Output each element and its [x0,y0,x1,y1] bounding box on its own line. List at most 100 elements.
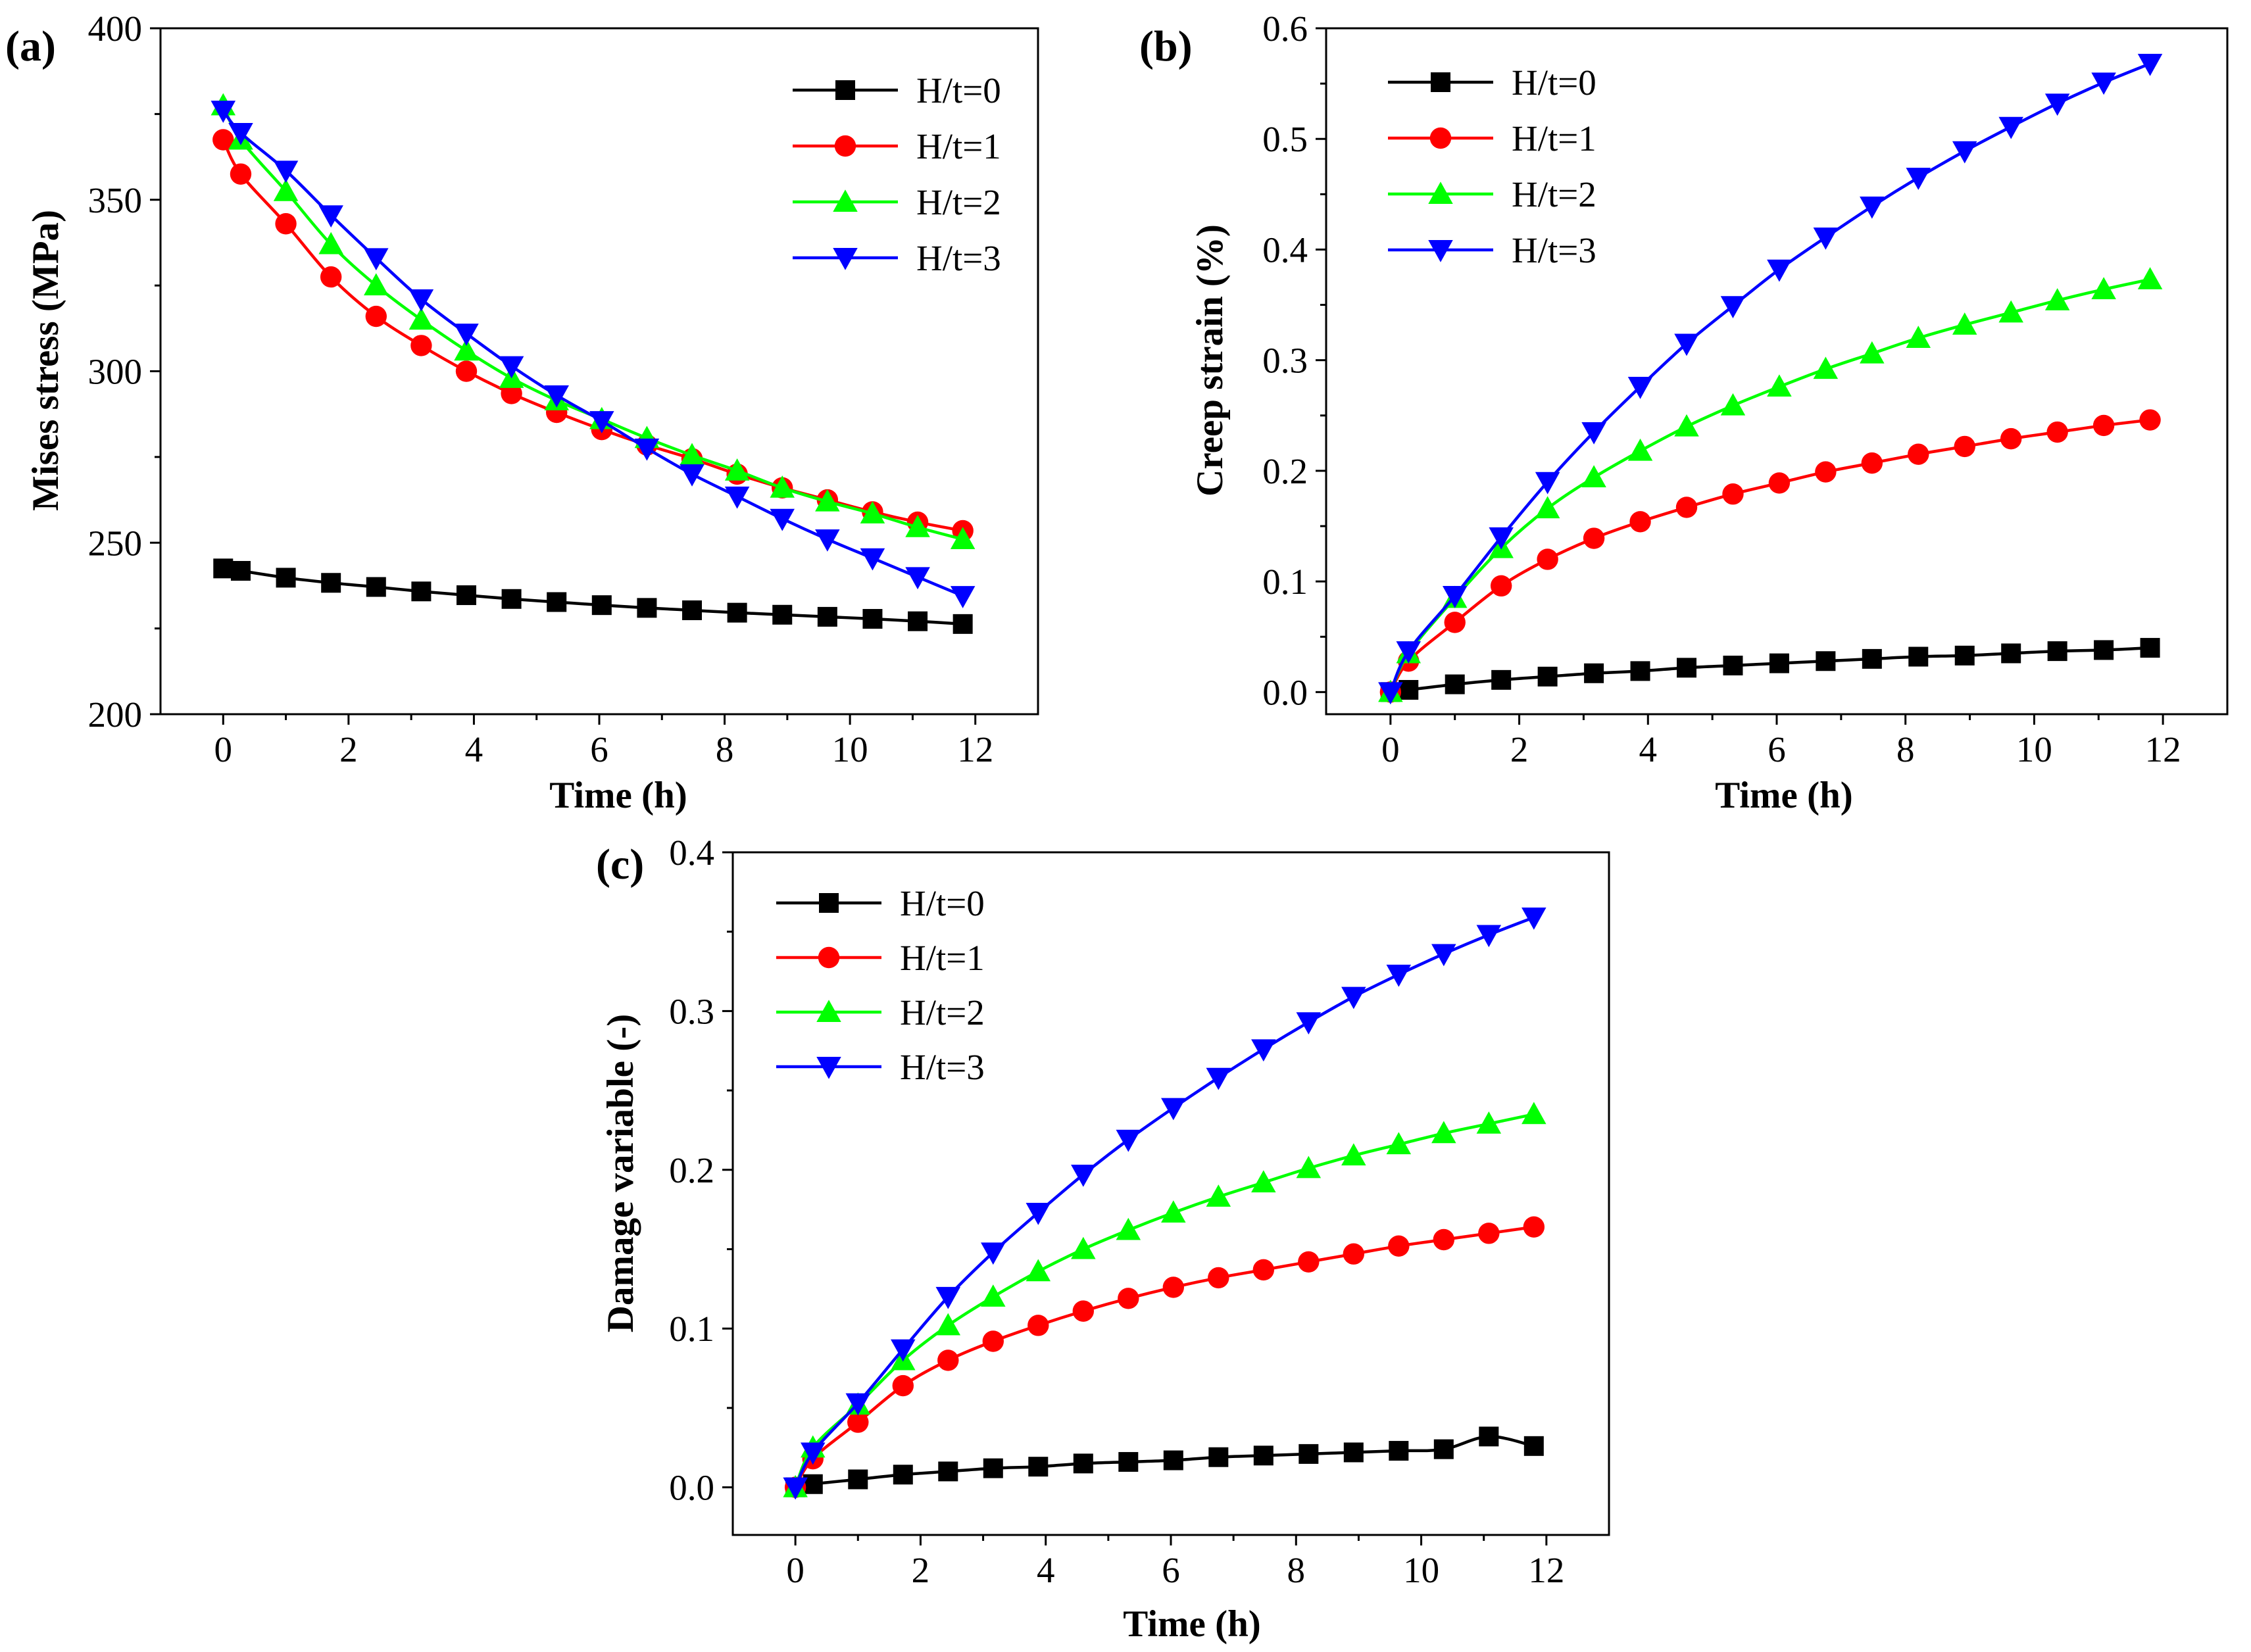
panel-c-data-point [1521,907,1546,930]
panel-a-data-point [456,585,476,606]
panel-a-data-point [547,592,567,612]
panel-c-legend-marker [816,1000,841,1022]
panel-b-data-point [1813,356,1839,379]
panel-c-data-point [1433,1439,1454,1459]
panel-b-series-3 [1378,53,2163,705]
panel-a-legend-marker [833,189,858,212]
panel-a-data-point [321,573,341,593]
panel-a-data-point [213,558,234,579]
panel-a-data-point [273,178,299,201]
panel-a-data-point [952,614,973,634]
panel-c-y-tick-label: 0.2 [669,1150,714,1190]
panel-a-data-point [275,213,297,235]
panel-c-data-point [1431,944,1456,967]
panel-b-y-axis-title: Creep strain (%) [1189,224,1231,497]
panel-c-legend-marker [818,946,840,969]
panel-c-data-point [891,1339,916,1362]
panel-c-series-3 [783,907,1546,1500]
panel-c-data-point [1161,1098,1186,1121]
panel-a-data-point [724,458,750,481]
panel-c-data-point [1521,1102,1546,1125]
panel-b-data-point [1627,377,1653,399]
panel-b-legend-marker [1428,240,1453,262]
panel-c-data-point [981,1284,1006,1307]
panel-a-y-tick-label: 250 [88,523,143,563]
panel-c-data-point [1118,1288,1139,1309]
panel-a-data-point [862,609,883,629]
panel-b-label: (b) [1139,22,1193,70]
panel-a-data-point [499,356,524,379]
panel-c-data-point [1028,1457,1049,1477]
panel-c-data-point [1433,1228,1455,1251]
panel-a-x-tick-label: 12 [957,729,993,769]
panel-c-data-point [1208,1267,1229,1289]
panel-b-data-point [1444,612,1466,633]
panel-b-x-tick-label: 8 [1896,729,1915,769]
panel-b-data-point [2091,277,2116,300]
panel-a-x-tick-label: 10 [832,729,868,769]
panel-c-data-point [1161,1200,1186,1223]
panel-b-data-point [1908,646,1929,667]
panel-b-data-point [1722,483,1744,505]
panel-b-data-point [1677,658,1696,678]
panel-c-data-point [1252,1259,1275,1281]
panel-b-data-point [1768,472,1791,494]
panel-c-y-axis-title: Damage variable (-) [600,1014,641,1332]
panel-c-data-point [1386,1132,1412,1155]
panel-b-x-tick-label: 10 [2016,729,2052,769]
panel-a-data-point [411,581,432,602]
panel-c-data-point [803,1474,823,1494]
panel-a-legend-marker [835,80,855,100]
panel-b-y-tick-label: 0.0 [1262,672,1308,712]
panel-c-x-tick-label: 2 [912,1550,930,1590]
panel-a-data-point [589,411,614,433]
panel-b-y-tick-label: 0.3 [1262,341,1308,381]
panel-c-data-point [1071,1165,1096,1187]
panel-b-data-point [2044,93,2070,116]
panel-a-data-point [501,383,522,404]
panel-b-data-point [1767,259,1792,282]
panel-c-data-point [1206,1184,1231,1207]
panel-a-data-point [408,307,434,330]
panel-a-y-tick-label: 200 [88,694,143,735]
panel-a-data-point [318,231,343,255]
panel-b-data-point [1723,655,1743,675]
panel-a-data-point [454,338,479,361]
panel-c-data-point [1026,1202,1051,1225]
panel-b-data-point [1906,168,1931,190]
panel-b-data-point [2046,421,2068,443]
panel-a: (a) Time (h) Mises stress (MPa) 0 2 4 6 8 10 1… [5,9,1039,816]
panel-b-data-point [1954,435,1975,458]
panel-b-data-point [2137,267,2163,289]
panel-a-data-point [770,508,795,531]
panel-c-data-point [935,1313,961,1336]
panel-c-data-point [937,1349,959,1371]
panel-b-data-point [2001,643,2021,664]
panel-c-x-tick-label: 0 [786,1550,804,1590]
panel-b-y-tick-label: 0.2 [1262,451,1308,491]
panel-a-data-point [634,438,660,461]
panel-c-data-point [1071,1236,1096,1259]
panel-b-data-point [1816,651,1836,671]
panel-c-data-point [1251,1170,1276,1193]
panel-a-data-point [905,515,930,537]
panel-a-y-axis-title: Mises stress (MPa) [25,210,66,511]
panel-c-data-point [1296,1012,1322,1035]
panel-b-data-point [2139,409,2161,431]
panel-a-x-tick-label: 6 [590,729,608,769]
panel-a-x-tick-label: 0 [214,729,233,769]
panel-b-data-point [2092,414,2115,437]
panel-b-x-tick-label: 4 [1639,729,1658,769]
panel-b: (b) Time (h) Creep strain (%) 0 2 4 6 8 10 12 0… [1139,9,2229,816]
panel-c-series-0 [785,1426,1544,1497]
panel-a-y-tick-label: 300 [88,352,143,392]
panel-a-data-point [273,160,299,183]
panel-c-legend-marker [819,893,839,913]
panel-b-data-point [2000,427,2022,450]
panel-c-data-point [1298,1251,1320,1273]
panel-b-data-point [1860,341,1885,364]
panel-a-data-point [454,324,479,346]
panel-c-data-point [1118,1451,1139,1472]
panel-c-data-point [1476,925,1502,948]
panel-c-data-point [1478,1223,1500,1244]
